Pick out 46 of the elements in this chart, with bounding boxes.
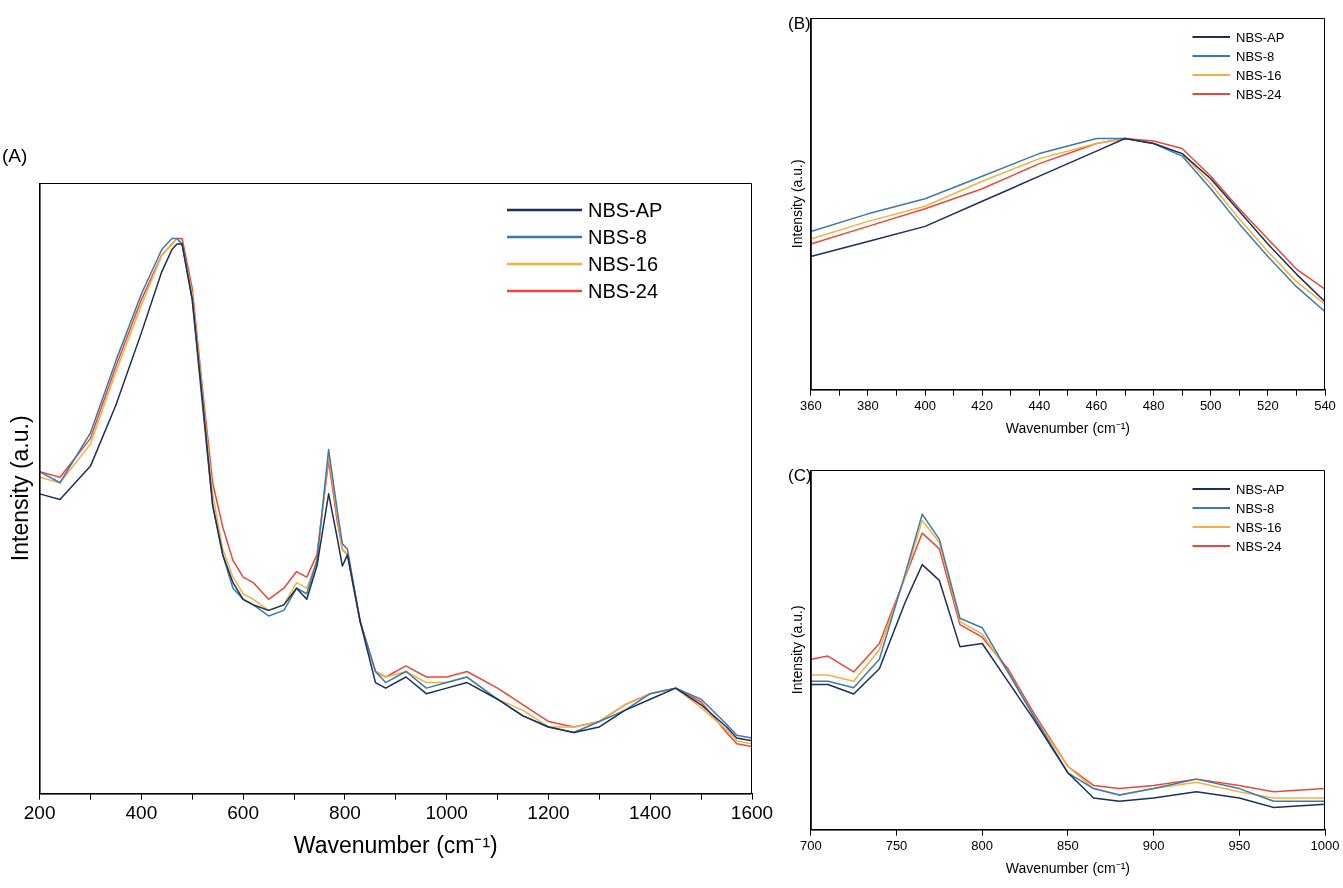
- y-axis-title: Intensity (a.u.): [7, 415, 34, 562]
- legend-label: NBS-8: [1236, 500, 1275, 516]
- x-tick-label: 400: [914, 397, 936, 413]
- x-tick-label: 420: [971, 397, 994, 413]
- legend-label: NBS-AP: [588, 198, 663, 221]
- x-tick-label: 850: [1057, 837, 1079, 853]
- x-tick-label: 520: [1257, 397, 1279, 413]
- y-axis-title: Intensity (a.u.): [789, 159, 806, 249]
- legend-label: NBS-16: [588, 252, 659, 275]
- x-axis-title: Wavenumber (cm⁻¹): [293, 831, 498, 858]
- x-tick-label: 480: [1142, 397, 1165, 413]
- x-tick-label: 400: [125, 802, 158, 824]
- x-axis-title: Wavenumber (cm⁻¹): [1005, 420, 1131, 437]
- legend-label: NBS-24: [1236, 538, 1282, 554]
- legend-label: NBS-8: [588, 225, 647, 248]
- x-tick-label: 800: [971, 837, 994, 853]
- x-tick-label: 900: [1142, 837, 1165, 853]
- x-tick-label: 1400: [629, 802, 672, 824]
- legend-label: NBS-AP: [1236, 481, 1285, 497]
- x-tick-label: 200: [23, 802, 56, 824]
- chart-title: (C): [788, 466, 812, 486]
- x-tick-label: 540: [1314, 397, 1336, 413]
- x-tick-label: 1000: [1310, 837, 1340, 853]
- x-tick-label: 600: [227, 802, 259, 824]
- x-tick-label: 1600: [730, 802, 774, 824]
- legend-label: NBS-16: [1236, 519, 1282, 535]
- x-tick-label: 800: [329, 802, 361, 824]
- legend-label: NBS-8: [1236, 48, 1275, 64]
- x-tick-label: 380: [857, 397, 879, 413]
- legend-label: NBS-24: [588, 279, 659, 302]
- x-tick-label: 360: [799, 397, 822, 413]
- x-tick-label: 750: [885, 837, 908, 853]
- legend-label: NBS-16: [1236, 67, 1282, 83]
- x-tick-label: 500: [1199, 397, 1222, 413]
- y-axis-title: Intensity (a.u.): [789, 605, 806, 695]
- chart-title: (A): [2, 144, 28, 166]
- x-tick-label: 460: [1085, 397, 1108, 413]
- x-tick-label: 1000: [425, 802, 468, 824]
- x-tick-label: 700: [799, 837, 822, 853]
- legend-label: NBS-AP: [1236, 29, 1285, 45]
- x-tick-label: 440: [1028, 397, 1051, 413]
- chart-title: (B): [788, 14, 811, 34]
- legend-label: NBS-24: [1236, 86, 1282, 102]
- x-tick-label: 950: [1228, 837, 1251, 853]
- x-tick-label: 1200: [527, 802, 570, 824]
- x-axis-title: Wavenumber (cm⁻¹): [1005, 860, 1131, 877]
